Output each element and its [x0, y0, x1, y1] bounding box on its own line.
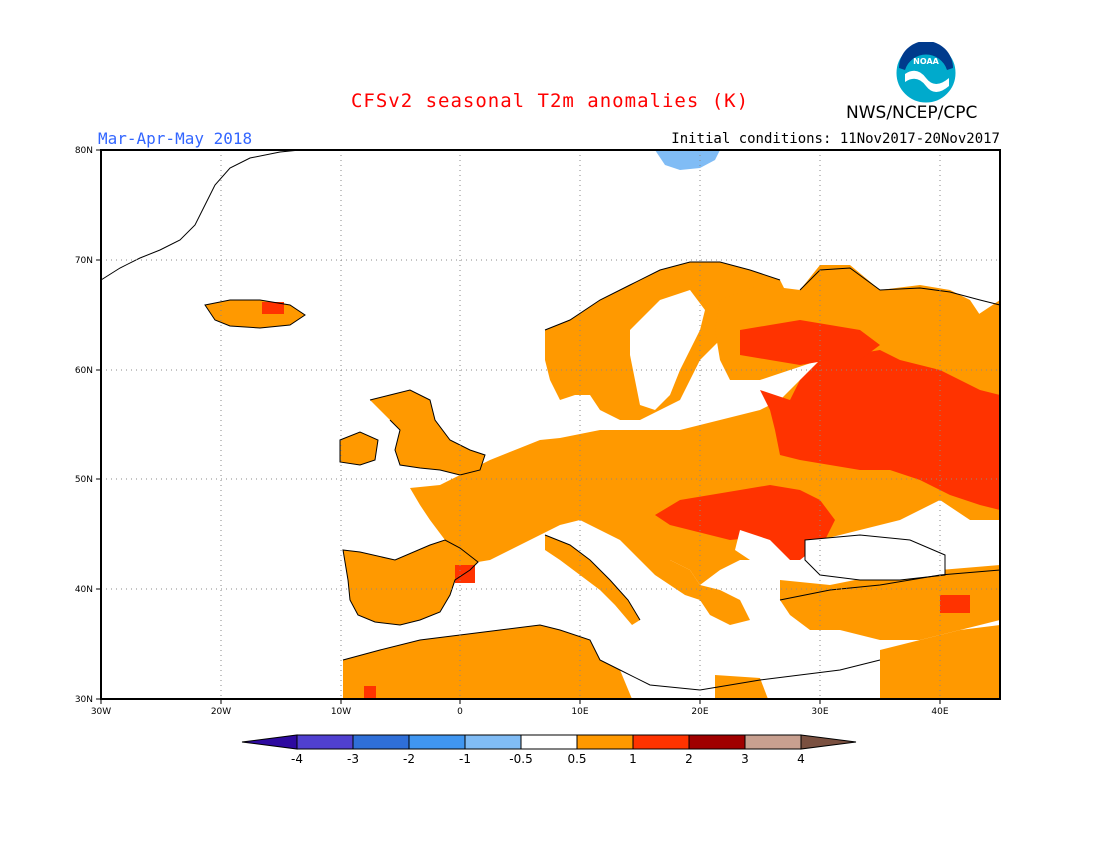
map-title: CFSv2 seasonal T2m anomalies (K)	[350, 90, 750, 112]
colorbar-label: -1	[459, 752, 471, 766]
lat-label: 30N	[75, 695, 93, 705]
lon-label: 40E	[931, 707, 948, 717]
lat-label: 80N	[75, 146, 93, 156]
lat-label: 60N	[75, 366, 93, 376]
lon-label: 20E	[691, 707, 708, 717]
logo-text: NOAA	[913, 57, 939, 66]
colorbar-swatch	[296, 734, 354, 750]
lon-label: 30W	[91, 707, 111, 717]
colorbar-swatch	[744, 734, 802, 750]
lon-label: 10E	[571, 707, 588, 717]
initial-conditions-label: Initial conditions: 11Nov2017-20Nov2017	[671, 131, 1000, 147]
lon-label: 10W	[331, 707, 351, 717]
colorbar-label: -4	[291, 752, 303, 766]
lat-label: 70N	[75, 256, 93, 266]
colorbar-label: -3	[347, 752, 359, 766]
neutral-regions	[630, 290, 945, 580]
lon-label: 20W	[211, 707, 231, 717]
colorbar-label: 1	[629, 752, 637, 766]
colorbar-label: 4	[797, 752, 805, 766]
anomaly-blue-region	[655, 150, 720, 170]
map-frame	[100, 149, 1001, 700]
colorbar-label: -2	[403, 752, 415, 766]
colorbar-swatch	[520, 734, 578, 750]
lon-label: 30E	[811, 707, 828, 717]
colorbar-label: 3	[741, 752, 749, 766]
lat-label: 50N	[75, 475, 93, 485]
colorbar-swatch	[576, 734, 634, 750]
colorbar-swatch	[688, 734, 746, 750]
axis-ticks	[96, 149, 941, 704]
colorbar-label: 0.5	[567, 752, 587, 766]
lon-label: 0	[457, 707, 463, 717]
colorbar-swatch	[352, 734, 410, 750]
colorbar-label: 2	[685, 752, 693, 766]
colorbar-swatch	[241, 734, 298, 750]
colorbar	[241, 734, 857, 750]
colorbar-swatch	[632, 734, 690, 750]
season-label: Mar-Apr-May 2018	[98, 129, 253, 148]
colorbar-swatch	[464, 734, 522, 750]
noaa-logo: NOAA	[895, 42, 957, 104]
lat-label: 40N	[75, 585, 93, 595]
colorbar-swatch	[800, 734, 857, 750]
agency-label: NWS/NCEP/CPC	[846, 103, 978, 123]
colorbar-label: -0.5	[509, 752, 533, 766]
colorbar-swatch	[408, 734, 466, 750]
